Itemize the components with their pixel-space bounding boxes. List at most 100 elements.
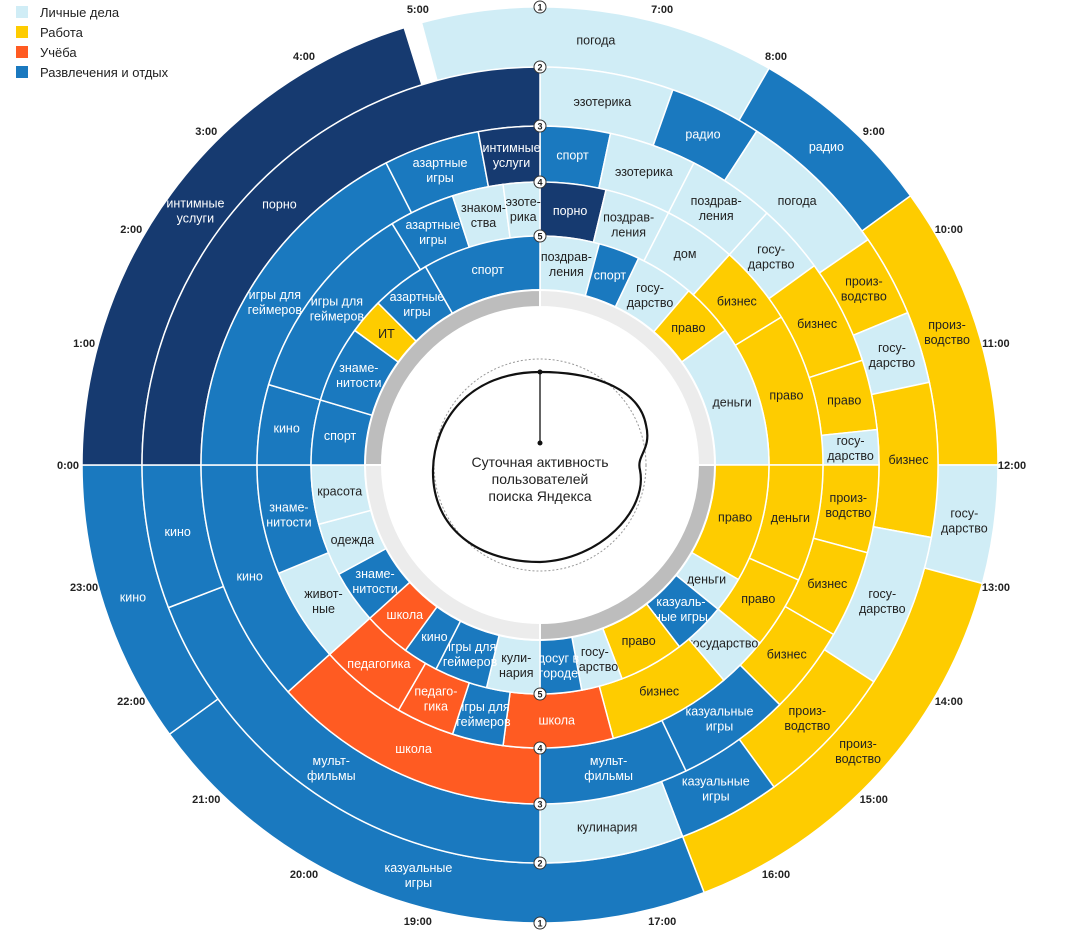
segment-label-line: гика — [424, 699, 448, 713]
segment-label-line: дарство — [748, 257, 795, 271]
segment-label: деньги — [687, 572, 726, 586]
segment-label: школа — [387, 608, 424, 622]
segment-label-line: казуальные — [682, 774, 750, 788]
rank-marker — [533, 0, 547, 14]
ring-2: эзотерика радио погода произ-водство госу-да… — [141, 66, 939, 864]
hour-label: 3:00 — [195, 126, 217, 138]
hour-label: 19:00 — [404, 916, 432, 928]
rank-marker — [533, 797, 547, 811]
hour-label: 8:00 — [765, 51, 787, 63]
segment-label: порно — [553, 204, 588, 218]
center-circle — [383, 308, 697, 622]
segment-label-line: геймеров — [456, 715, 511, 729]
segment-label: кулинария — [577, 820, 637, 834]
legend-swatch-personal — [16, 6, 28, 18]
segment-label: спорт — [594, 268, 627, 282]
activity-curve — [431, 370, 649, 564]
segment-label: школа — [395, 742, 432, 756]
segment-label: казуаль-ные игры — [654, 595, 708, 624]
segment-label-line: фильмы — [584, 769, 633, 783]
segment-label: мульт-фильмы — [584, 754, 633, 783]
hour-label: 2:00 — [120, 224, 142, 236]
segment-label-line: кулинария — [577, 820, 637, 834]
hour-label: 16:00 — [762, 869, 790, 881]
segment-label-line: водство — [841, 290, 887, 304]
segment-label: государство — [688, 637, 758, 651]
segment-label: произ-водство — [825, 491, 871, 520]
hour-label: 20:00 — [290, 869, 318, 881]
segment-label: произ-водство — [835, 737, 881, 766]
segment-label: радио — [685, 128, 720, 142]
segment-label-line: госу- — [878, 341, 906, 355]
legend-item-study: Учёба — [16, 42, 168, 62]
hour-label: 9:00 — [863, 126, 885, 138]
legend-label-personal: Личные дела — [40, 4, 120, 20]
segment-label-line: ления — [611, 225, 646, 239]
segment-label: бизнес — [639, 685, 679, 699]
segment-label-line: эзотерика — [574, 95, 632, 109]
segment-label: госу-дарство — [627, 281, 674, 310]
rank-marker — [533, 229, 547, 243]
segment-label-line: игры — [419, 233, 446, 247]
rank-marker — [533, 119, 547, 133]
segment-label-line: эзотерика — [615, 165, 673, 179]
legend-label-work: Работа — [40, 24, 83, 40]
segment-label-line: казуальные — [385, 861, 453, 875]
hour-label: 14:00 — [935, 696, 963, 708]
hour-label: 12:00 — [998, 460, 1026, 472]
segment-label-line: знаме- — [269, 500, 308, 514]
segment-label: кино — [120, 590, 146, 604]
segment-label: деньги — [771, 511, 810, 525]
segment-label-line: дарство — [941, 521, 988, 535]
segment-label-line: нария — [499, 666, 534, 680]
segment-label-line: геймеров — [248, 303, 303, 317]
segment-label-line: ИТ — [378, 327, 395, 341]
hour-label: 4:00 — [293, 51, 315, 63]
segment-label: право — [622, 634, 656, 648]
segment-label-line: радио — [685, 128, 720, 142]
segment-label-line: эзоте- — [506, 195, 541, 209]
segment-label-line: геймеров — [443, 655, 498, 669]
segment-label-line: погода — [576, 34, 615, 48]
segment-label: право — [718, 510, 752, 524]
segment-label-line: игры — [702, 789, 729, 803]
segment-label-line: педагогика — [347, 657, 410, 671]
legend-swatch-study — [16, 46, 28, 58]
legend: Личные дела Работа Учёба Развлечения и о… — [16, 2, 168, 82]
segment-label-line: поздрав- — [541, 250, 592, 264]
hour-label: 17:00 — [648, 916, 676, 928]
segment-label-line: услуги — [493, 156, 530, 170]
segment-label-line: право — [741, 592, 775, 606]
segment-label-line: городе — [539, 667, 578, 681]
segment-label-line: ные игры — [654, 610, 708, 624]
segment-label: радио — [809, 140, 844, 154]
legend-item-personal: Личные дела — [16, 2, 168, 22]
segment-label-line: казуальные — [686, 704, 754, 718]
segment-label-line: нитости — [336, 376, 381, 390]
segment-label-line: госу- — [757, 242, 785, 256]
segment-label-line: кино — [421, 630, 447, 644]
segment-label-line: право — [671, 321, 705, 335]
clock-hand-pivot — [537, 440, 543, 446]
legend-swatch-fun — [16, 66, 28, 78]
hour-label: 10:00 — [935, 224, 963, 236]
segment-label: эзотерика — [574, 95, 632, 109]
segment-label-line: мульт- — [590, 754, 627, 768]
segment-label-line: кули- — [501, 651, 531, 665]
segment-label: погода — [576, 34, 615, 48]
segment-label: игры для геймеров — [310, 295, 365, 324]
segment-label: поздрав-ления — [541, 250, 592, 279]
segment-label-line: ления — [699, 209, 734, 223]
segment-label: живот-ные — [304, 587, 342, 616]
segment-label-line: знаком- — [461, 201, 506, 215]
segment-label-line: государство — [688, 637, 758, 651]
segment-label-line: школа — [538, 713, 575, 727]
rank-marker-label: 4 — [537, 178, 542, 188]
segment-label-line: геймеров — [310, 310, 365, 324]
segment-label-line: водство — [924, 333, 970, 347]
segment-label-line: ления — [549, 265, 584, 279]
segment-label: интимные услуги — [166, 197, 224, 226]
segment-label-line: порно — [553, 204, 588, 218]
rank-marker-label: 5 — [537, 690, 542, 700]
segment-label-line: игры для — [311, 295, 363, 309]
